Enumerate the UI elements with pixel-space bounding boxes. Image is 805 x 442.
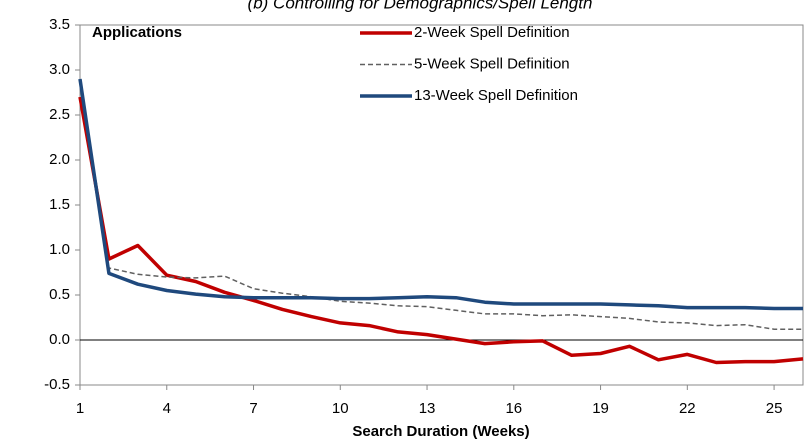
legend-label: 5-Week Spell Definition [414,55,570,72]
x-axis-label: Search Duration (Weeks) [352,423,529,440]
series-line [79,83,803,330]
plot-frame [79,24,804,386]
chart-title: (b) Controlling for Demographics/Spell L… [248,0,593,12]
y-tick-label: -0.5 [44,376,70,393]
series-line [78,78,803,311]
x-tick-label: 7 [249,400,257,417]
y-tick-label: 2.0 [49,151,70,168]
y-tick-label: 1.5 [49,196,70,213]
y-tick-label: 0.5 [49,286,70,303]
x-tick-label: 16 [505,400,522,417]
legend-label: 2-Week Spell Definition [414,24,570,41]
annotation: Applications [92,24,182,41]
x-tick-label: 10 [332,400,349,417]
legend-label: 13-Week Spell Definition [414,87,578,104]
y-tick-label: 3.0 [49,61,70,78]
y-tick-label: 3.5 [49,16,70,33]
x-tick-label: 13 [419,400,436,417]
x-tick-label: 25 [766,400,783,417]
x-tick-label: 22 [679,400,696,417]
series-line [78,96,804,365]
y-tick-label: 1.0 [49,241,70,258]
y-tick-label: 2.5 [49,106,70,123]
x-tick-label: 1 [76,400,84,417]
x-tick-label: 4 [163,400,171,417]
x-tick-label: 19 [592,400,609,417]
y-tick-label: 0.0 [49,331,70,348]
